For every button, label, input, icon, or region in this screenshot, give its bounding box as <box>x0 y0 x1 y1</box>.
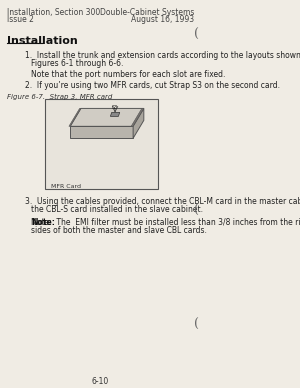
Polygon shape <box>133 108 144 138</box>
Text: Double-Cabinet Systems: Double-Cabinet Systems <box>100 8 194 17</box>
Bar <box>46 99 158 189</box>
Polygon shape <box>69 108 81 126</box>
Text: (: ( <box>194 318 199 331</box>
Text: (: ( <box>194 28 199 41</box>
Text: Installation: Installation <box>7 36 77 46</box>
Text: August 16, 1993: August 16, 1993 <box>131 15 194 24</box>
Polygon shape <box>70 108 144 126</box>
Text: S3: S3 <box>112 106 118 111</box>
Polygon shape <box>110 113 120 116</box>
Text: 1.  Install the trunk and extension cards according to the layouts shown in the: 1. Install the trunk and extension cards… <box>26 51 300 60</box>
Polygon shape <box>70 126 133 138</box>
Text: Note that the port numbers for each slot are fixed.: Note that the port numbers for each slot… <box>31 69 225 79</box>
Text: Note:: Note: <box>31 218 55 227</box>
Text: Figure 6-7.  Strap 3, MFR card: Figure 6-7. Strap 3, MFR card <box>7 94 112 100</box>
Text: 3.  Using the cables provided, connect the CBL-M card in the master cabinet to: 3. Using the cables provided, connect th… <box>26 197 300 206</box>
Text: Installation, Section 300: Installation, Section 300 <box>7 8 100 17</box>
Text: Note:  The  EMI filter must be installed less than 3/8 inches from the right: Note: The EMI filter must be installed l… <box>31 218 300 227</box>
Text: the CBL-S card installed in the slave cabinet.: the CBL-S card installed in the slave ca… <box>31 205 203 214</box>
Text: (: ( <box>194 204 199 217</box>
Text: Issue 2: Issue 2 <box>7 15 34 24</box>
Text: MFR Card: MFR Card <box>51 184 81 189</box>
Text: 6-10: 6-10 <box>92 377 109 386</box>
Text: sides of both the master and slave CBL cards.: sides of both the master and slave CBL c… <box>31 226 207 235</box>
Text: 2.  If you’re using two MFR cards, cut Strap S3 on the second card.: 2. If you’re using two MFR cards, cut St… <box>26 81 281 90</box>
Text: Figures 6-1 through 6-6.: Figures 6-1 through 6-6. <box>31 59 123 68</box>
Polygon shape <box>131 108 144 126</box>
